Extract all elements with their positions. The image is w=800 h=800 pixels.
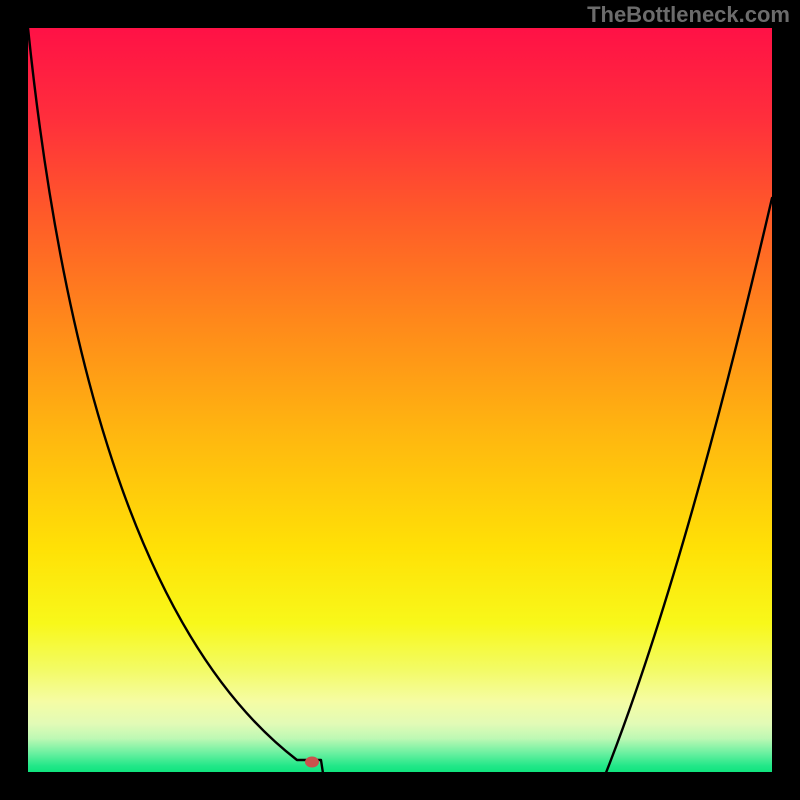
watermark-text: TheBottleneck.com (587, 2, 790, 27)
bottleneck-chart: TheBottleneck.com (0, 0, 800, 800)
plot-background-gradient (28, 28, 772, 772)
minimum-marker (305, 757, 319, 768)
